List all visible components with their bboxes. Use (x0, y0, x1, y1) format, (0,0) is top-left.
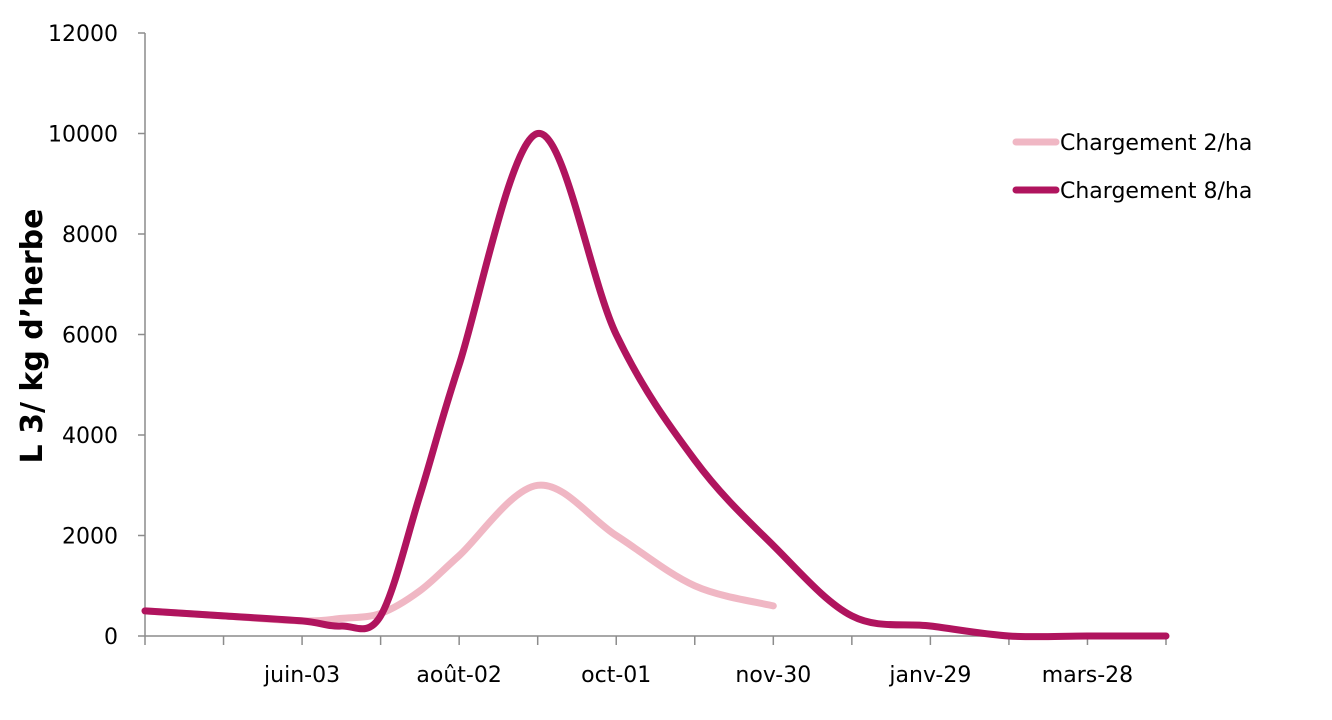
y-tick-label: 4000 (62, 424, 118, 449)
y-axis-title: L 3/ kg d’herbe (15, 209, 50, 464)
y-tick-label: 10000 (48, 123, 118, 148)
series-layer (141, 130, 1170, 641)
legend-label-1: Chargement 2/ha (1060, 131, 1252, 156)
legend: Chargement 2/ha Chargement 8/ha (1012, 131, 1252, 204)
x-tick-label: mars-28 (1042, 663, 1133, 688)
x-tick-label: janv-29 (888, 663, 971, 688)
x-tick-label: oct-01 (581, 663, 651, 688)
x-tick-label: juin-03 (263, 663, 340, 688)
x-tick-label: nov-30 (735, 663, 811, 688)
y-tick-label: 12000 (48, 22, 118, 47)
y-tick-label: 2000 (62, 525, 118, 550)
x-tick-label: août-02 (416, 663, 501, 688)
legend-label-2: Chargement 8/ha (1060, 179, 1252, 204)
axes: 0 2000 4000 6000 8000 10000 12000 juin-03 août-0… (48, 22, 1167, 688)
y-tick-label: 0 (104, 625, 118, 650)
y-tick-label: 6000 (62, 324, 118, 349)
series-line-1 (141, 481, 777, 625)
series-line-2 (141, 130, 1170, 641)
y-tick-label: 8000 (62, 223, 118, 248)
